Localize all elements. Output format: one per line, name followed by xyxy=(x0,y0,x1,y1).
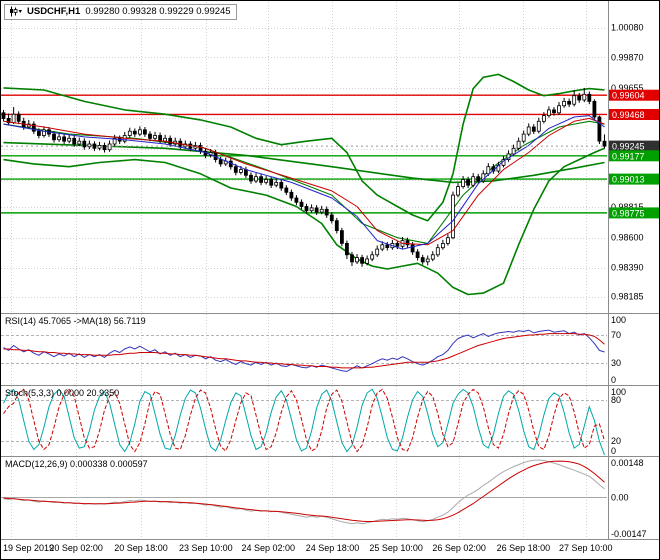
stoch-k-line xyxy=(3,388,605,456)
svg-text:0.00148: 0.00148 xyxy=(611,458,644,468)
svg-text:30: 30 xyxy=(611,358,621,368)
candlestick-chart-icon[interactable] xyxy=(9,6,22,17)
svg-text:0.98600: 0.98600 xyxy=(611,233,644,243)
rsi-indicator-label: RSI(14) 45.7065 ->MA(18) 56.7119 xyxy=(5,316,146,326)
time-axis-label: 20 Sep 02:00 xyxy=(49,543,103,553)
symbol-quote-bar[interactable]: USDCHF,H1 0.99280 0.99328 0.99229 0.9924… xyxy=(4,4,237,20)
resistance-price-tag xyxy=(609,89,659,101)
price-axis-labels: 1.00080 0.99870 0.99655 0.98815 0.98600 0.983… xyxy=(609,23,659,302)
band-lines-layer xyxy=(3,73,605,296)
resistance-price-tag xyxy=(609,109,659,120)
svg-text:1.00080: 1.00080 xyxy=(611,23,644,33)
svg-text:0.00: 0.00 xyxy=(611,493,629,503)
current-price-tag xyxy=(609,140,659,152)
svg-text:0.99655: 0.99655 xyxy=(611,83,644,93)
time-axis-label: 20 Sep 18:00 xyxy=(114,543,168,553)
moving-average-layer xyxy=(3,115,605,250)
time-axis-label: 24 Sep 18:00 xyxy=(305,543,360,553)
svg-text:100: 100 xyxy=(611,315,626,325)
svg-text:0.99468: 0.99468 xyxy=(612,110,645,120)
time-axis[interactable]: 19 Sep 2019 20 Sep 02:00 20 Sep 18:00 23 Se… xyxy=(1,540,659,559)
rsi-ma-line xyxy=(3,333,605,369)
svg-text:0.99870: 0.99870 xyxy=(611,52,644,62)
time-axis-label: 26 Sep 18:00 xyxy=(496,543,551,553)
svg-text:0: 0 xyxy=(611,446,616,456)
bollinger-middle-line xyxy=(3,120,605,244)
svg-text:70: 70 xyxy=(611,330,621,340)
time-axis-label: 19 Sep 2019 xyxy=(3,543,55,553)
support-price-tag xyxy=(609,207,659,219)
svg-text:0.98185: 0.98185 xyxy=(611,292,644,302)
time-axis-label: 24 Sep 02:00 xyxy=(241,543,296,553)
time-axis-label: 25 Sep 10:00 xyxy=(369,543,423,553)
stochastic-indicator-label: Stoch(5,3,3) 0.0000 20.9350 xyxy=(5,388,120,398)
svg-text:100: 100 xyxy=(611,387,626,397)
slow-ma-green-line xyxy=(3,141,605,184)
macd-signal-line xyxy=(3,460,605,522)
ma-blue-line xyxy=(3,115,605,250)
symbol-timeframe-label: USDCHF,H1 xyxy=(27,6,81,17)
grid-layer xyxy=(1,2,607,539)
svg-text:0: 0 xyxy=(611,375,616,385)
svg-text:0.99013: 0.99013 xyxy=(612,175,645,185)
svg-text:20: 20 xyxy=(611,436,621,446)
price-axis[interactable] xyxy=(607,1,659,539)
svg-text:0.99177: 0.99177 xyxy=(612,151,645,161)
quote-ohlc-label: 0.99280 0.99328 0.99229 0.99245 xyxy=(85,6,231,17)
svg-text:0.98815: 0.98815 xyxy=(611,202,644,212)
svg-text:0.98390: 0.98390 xyxy=(611,263,644,273)
svg-text:80: 80 xyxy=(611,395,621,405)
support-resistance-lines xyxy=(1,94,607,214)
svg-text:0.99604: 0.99604 xyxy=(612,91,645,101)
bollinger-lower-line xyxy=(3,147,605,296)
time-axis-label: 27 Sep 10:00 xyxy=(559,543,613,553)
support-price-tag xyxy=(609,173,659,185)
macd-indicator-label: MACD(12,26,9) 0.000338 0.000597 xyxy=(5,459,148,469)
time-axis-label: 26 Sep 02:00 xyxy=(432,543,486,553)
svg-text:-0.00147: -0.00147 xyxy=(611,529,647,539)
svg-text:0.98775: 0.98775 xyxy=(612,208,645,218)
rsi-line xyxy=(3,329,605,372)
stoch-d-line xyxy=(3,388,605,453)
bollinger-upper-line xyxy=(3,73,605,222)
support-price-tag xyxy=(609,150,659,162)
time-axis-label: 23 Sep 10:00 xyxy=(179,543,233,553)
svg-text:0.99245: 0.99245 xyxy=(612,142,645,152)
ma-red-line xyxy=(3,117,605,246)
